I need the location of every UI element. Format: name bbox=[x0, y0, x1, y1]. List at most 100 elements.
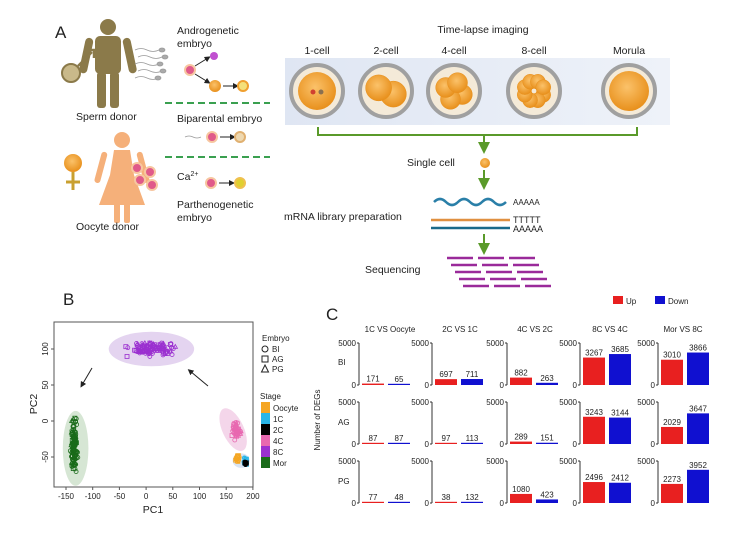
y-axis-label: Number of DEGs bbox=[313, 390, 322, 451]
bar-value-up: 2029 bbox=[663, 418, 681, 427]
bar-value-down: 2412 bbox=[611, 474, 629, 483]
bar-down bbox=[388, 501, 410, 503]
bar-up bbox=[435, 501, 457, 503]
point-mor bbox=[71, 443, 77, 449]
bar-up bbox=[583, 357, 605, 385]
y-tick-label: 0 bbox=[500, 440, 505, 449]
y-tick-label: 0 bbox=[500, 381, 505, 390]
bar-value-down: 113 bbox=[466, 434, 479, 443]
bracket bbox=[317, 127, 638, 136]
y-tick-label: 0 bbox=[500, 499, 505, 508]
comparison-title: Mor VS 8C bbox=[663, 325, 702, 334]
point-8c bbox=[143, 350, 148, 356]
bar-down bbox=[536, 382, 558, 385]
bar-down bbox=[609, 354, 631, 385]
y-tick-label: -50 bbox=[41, 451, 50, 463]
point-8c bbox=[162, 349, 168, 355]
bar-down bbox=[536, 499, 558, 503]
point-oocyte bbox=[235, 453, 241, 459]
embryo-8-cell-icon bbox=[506, 63, 562, 119]
single-cell-icon bbox=[480, 158, 490, 168]
x-tick-label: 50 bbox=[168, 492, 177, 501]
bar-value-up: 38 bbox=[442, 493, 451, 502]
y-tick-label: 0 bbox=[352, 381, 357, 390]
circle-shape-icon bbox=[261, 345, 269, 353]
bar-down bbox=[388, 383, 410, 385]
point-8c bbox=[172, 343, 179, 349]
legend-stage-4c: 4C bbox=[273, 437, 283, 446]
y-tick-label: 0 bbox=[573, 440, 578, 449]
point-4c bbox=[234, 433, 240, 439]
bar-value-up: 87 bbox=[369, 434, 378, 443]
bar-down bbox=[687, 413, 709, 444]
bar-down bbox=[461, 501, 483, 503]
y-tick-label: 5000 bbox=[486, 398, 504, 407]
legend-down-swatch bbox=[655, 296, 665, 304]
x-tick-label: -150 bbox=[58, 492, 75, 501]
panel-a-label: A bbox=[55, 23, 67, 42]
bar-value-up: 882 bbox=[514, 369, 528, 378]
legend-up-label: Up bbox=[626, 297, 637, 306]
y-tick-label: 0 bbox=[651, 440, 656, 449]
androgenetic-label-2: embryo bbox=[177, 38, 212, 50]
bar-value-up: 697 bbox=[439, 370, 453, 379]
blastomere bbox=[535, 79, 552, 95]
bar-up bbox=[661, 426, 683, 444]
bar-value-down: 3685 bbox=[611, 345, 629, 354]
point-4c bbox=[233, 425, 239, 431]
point-8c bbox=[124, 354, 130, 359]
panel-b: B -150 -100 -50 0 50 100 150 200 -50 0 50 100 PC1 PC2… bbox=[28, 290, 299, 516]
point-mor bbox=[71, 461, 77, 467]
legend-embryo-pg: PG bbox=[272, 365, 284, 374]
y-tick-label: 5000 bbox=[338, 339, 356, 348]
bar-up bbox=[510, 493, 532, 503]
x-tick-label: -100 bbox=[85, 492, 102, 501]
pronucleus bbox=[310, 89, 316, 95]
biparental-diagram bbox=[184, 131, 246, 143]
square-shape-icon bbox=[261, 355, 269, 363]
legend-swatch-1c bbox=[261, 413, 270, 424]
bar-value-up: 1080 bbox=[512, 485, 530, 494]
point-mor bbox=[71, 458, 77, 464]
y-tick-label: 50 bbox=[41, 380, 50, 389]
bar-up bbox=[510, 441, 532, 444]
plot-frame bbox=[53, 321, 254, 488]
trajectory-arrow bbox=[80, 367, 93, 388]
bar-up bbox=[362, 383, 384, 385]
bar-up bbox=[435, 442, 457, 444]
embryo-morula-icon bbox=[601, 63, 657, 119]
legend-up-swatch bbox=[613, 296, 623, 304]
point-4c bbox=[233, 420, 240, 426]
point-mor bbox=[69, 453, 75, 459]
legend-stage-oocyte: Oocyte bbox=[273, 404, 299, 413]
bar-value-up: 77 bbox=[369, 493, 378, 502]
panel-c-label: C bbox=[326, 305, 338, 324]
stage-label: 8-cell bbox=[521, 45, 546, 57]
point-8c bbox=[157, 346, 163, 352]
oocyte-donor-label: Oocyte donor bbox=[76, 221, 140, 233]
point-oocyte bbox=[234, 458, 240, 464]
bar-value-down: 151 bbox=[540, 434, 554, 443]
y-tick-label: 0 bbox=[425, 499, 430, 508]
bar-value-down: 263 bbox=[540, 374, 554, 383]
y-tick-label: 0 bbox=[425, 440, 430, 449]
point-mor bbox=[72, 453, 78, 459]
stage-label: 4-cell bbox=[441, 45, 466, 57]
androgenetic-label-1: Androgenetic bbox=[177, 25, 239, 37]
row-label-ag: AG bbox=[338, 418, 350, 427]
point-mor bbox=[69, 432, 75, 437]
y-tick-label: 5000 bbox=[411, 457, 429, 466]
pronucleus bbox=[318, 89, 324, 95]
bar-down bbox=[687, 352, 709, 385]
y-tick-label: 0 bbox=[651, 499, 656, 508]
y-tick-label: 0 bbox=[352, 499, 357, 508]
y-tick-label: 5000 bbox=[338, 398, 356, 407]
bar-up bbox=[435, 379, 457, 385]
bar-up bbox=[661, 483, 683, 503]
point-8c bbox=[147, 354, 153, 359]
point-mor bbox=[74, 449, 80, 454]
x-axis-label: PC1 bbox=[143, 504, 164, 516]
legend-stage-2c: 2C bbox=[273, 426, 283, 435]
single-cell-label: Single cell bbox=[407, 157, 455, 169]
